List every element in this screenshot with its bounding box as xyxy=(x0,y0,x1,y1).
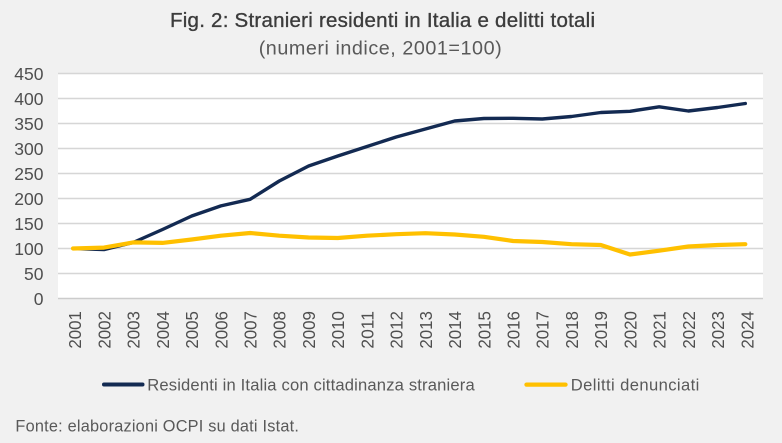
svg-text:0: 0 xyxy=(34,289,44,309)
svg-text:2011: 2011 xyxy=(357,311,377,349)
svg-text:2018: 2018 xyxy=(562,311,582,349)
svg-text:2023: 2023 xyxy=(708,311,728,349)
svg-text:250: 250 xyxy=(14,164,43,184)
svg-text:2012: 2012 xyxy=(387,311,407,349)
svg-text:Fig. 2: Stranieri residenti in: Fig. 2: Stranieri residenti in Italia e … xyxy=(170,9,595,32)
svg-text:200: 200 xyxy=(14,189,43,209)
svg-text:2015: 2015 xyxy=(474,311,494,349)
svg-text:2013: 2013 xyxy=(416,311,436,349)
svg-text:Residenti in Italia con cittad: Residenti in Italia con cittadinanza str… xyxy=(147,376,475,395)
svg-text:2008: 2008 xyxy=(270,311,290,349)
svg-text:2019: 2019 xyxy=(591,311,611,349)
svg-text:2001: 2001 xyxy=(65,311,85,349)
svg-text:2009: 2009 xyxy=(299,311,319,349)
svg-text:400: 400 xyxy=(14,89,43,109)
svg-text:50: 50 xyxy=(24,264,44,284)
svg-text:2006: 2006 xyxy=(211,311,231,349)
svg-text:2014: 2014 xyxy=(445,311,465,349)
svg-text:2003: 2003 xyxy=(124,311,144,349)
svg-text:150: 150 xyxy=(14,214,43,234)
svg-text:Fonte: elaborazioni OCPI su da: Fonte: elaborazioni OCPI su dati Istat. xyxy=(15,417,299,435)
svg-text:2010: 2010 xyxy=(328,311,348,349)
svg-text:Delitti denunciati: Delitti denunciati xyxy=(571,376,700,395)
svg-text:2005: 2005 xyxy=(182,311,202,349)
svg-text:2024: 2024 xyxy=(737,311,757,349)
svg-text:300: 300 xyxy=(14,139,43,159)
svg-text:2020: 2020 xyxy=(620,311,640,349)
svg-text:2004: 2004 xyxy=(153,311,173,349)
svg-text:2016: 2016 xyxy=(503,311,523,349)
svg-text:2022: 2022 xyxy=(679,311,699,349)
svg-text:2017: 2017 xyxy=(533,311,553,349)
svg-text:100: 100 xyxy=(14,239,43,259)
svg-text:2007: 2007 xyxy=(241,311,261,349)
svg-text:350: 350 xyxy=(14,114,43,134)
svg-text:2021: 2021 xyxy=(650,311,670,349)
svg-text:450: 450 xyxy=(14,64,43,84)
svg-text:(numeri indice, 2001=100): (numeri indice, 2001=100) xyxy=(259,37,502,59)
svg-text:2002: 2002 xyxy=(94,311,114,349)
